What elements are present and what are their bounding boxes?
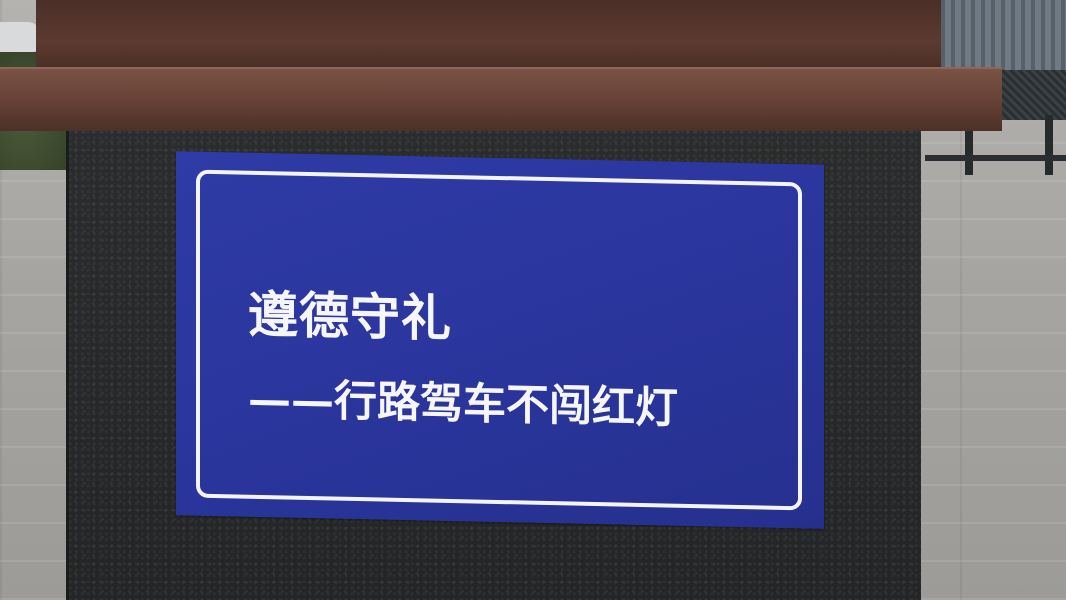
pillar-cap-top [36,0,941,72]
sign-subtitle: ——行路驾车不闯红灯 [248,374,678,434]
background-building [935,0,1066,70]
bench-leg [1045,115,1053,175]
pillar-cap-rim [0,67,1002,131]
bench-rail [925,155,1066,161]
blue-sign-plate: 遵德守礼 ——行路驾车不闯红灯 [176,151,824,529]
bench-leg [965,115,973,175]
parked-car [0,22,40,52]
sign-title: 遵德守礼 [248,284,452,348]
